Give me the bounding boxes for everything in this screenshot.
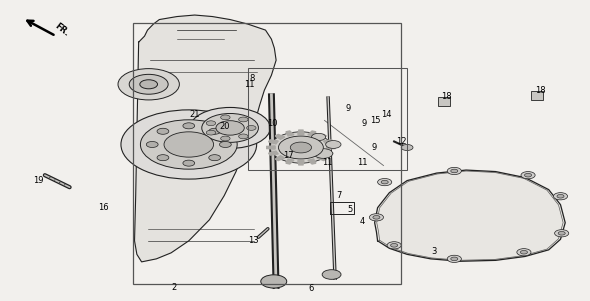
Polygon shape (317, 135, 326, 139)
Text: 7: 7 (336, 191, 342, 200)
Circle shape (202, 113, 258, 142)
Circle shape (451, 257, 458, 261)
Polygon shape (276, 156, 285, 160)
Text: 9: 9 (362, 119, 367, 128)
Bar (531, 91, 543, 100)
Text: 18: 18 (535, 86, 546, 95)
Circle shape (216, 121, 244, 135)
Polygon shape (375, 170, 565, 261)
Circle shape (369, 214, 384, 221)
Text: 9: 9 (372, 143, 376, 152)
Polygon shape (286, 159, 294, 164)
Text: 11: 11 (244, 80, 254, 89)
Text: 18: 18 (441, 92, 451, 101)
Circle shape (557, 194, 564, 198)
Circle shape (290, 142, 312, 153)
Text: 8: 8 (250, 74, 255, 83)
Text: 19: 19 (33, 176, 44, 185)
Circle shape (118, 69, 179, 100)
Text: 9: 9 (346, 104, 350, 113)
Circle shape (555, 230, 569, 237)
Circle shape (247, 126, 256, 130)
Text: 6: 6 (308, 284, 314, 293)
Circle shape (314, 149, 333, 158)
Polygon shape (267, 146, 275, 149)
Polygon shape (317, 156, 326, 160)
Circle shape (447, 255, 461, 262)
Circle shape (278, 136, 323, 159)
Circle shape (209, 128, 221, 134)
Circle shape (401, 144, 413, 150)
Text: 3: 3 (431, 247, 437, 256)
Circle shape (183, 160, 195, 166)
Circle shape (221, 115, 230, 120)
Circle shape (270, 132, 332, 163)
Circle shape (164, 132, 214, 157)
Text: 13: 13 (248, 236, 259, 245)
Circle shape (525, 173, 532, 177)
Circle shape (387, 242, 401, 249)
Circle shape (140, 120, 237, 169)
Polygon shape (323, 140, 333, 144)
Text: 4: 4 (360, 217, 365, 226)
Circle shape (373, 216, 380, 219)
Text: 12: 12 (396, 137, 407, 146)
Circle shape (238, 117, 248, 122)
Polygon shape (268, 140, 278, 144)
Text: 2: 2 (172, 283, 176, 292)
Polygon shape (308, 159, 316, 164)
Circle shape (517, 249, 531, 256)
Circle shape (146, 141, 158, 147)
Text: 21: 21 (189, 110, 200, 119)
Circle shape (219, 141, 231, 147)
Circle shape (378, 178, 392, 186)
Circle shape (391, 244, 398, 247)
Circle shape (190, 107, 270, 148)
Circle shape (206, 130, 216, 135)
Text: 17: 17 (283, 150, 293, 160)
Circle shape (261, 275, 287, 288)
Circle shape (326, 141, 341, 148)
Circle shape (157, 155, 169, 161)
Circle shape (206, 121, 216, 126)
Circle shape (129, 74, 168, 94)
Text: 16: 16 (98, 203, 109, 212)
Circle shape (183, 123, 195, 129)
Circle shape (553, 193, 568, 200)
Circle shape (221, 136, 230, 141)
Text: 14: 14 (381, 110, 391, 119)
Polygon shape (276, 135, 285, 139)
Circle shape (558, 231, 565, 235)
Circle shape (157, 128, 169, 134)
Text: 10: 10 (267, 119, 278, 128)
Polygon shape (308, 131, 316, 136)
Polygon shape (268, 151, 278, 155)
Circle shape (447, 167, 461, 175)
Text: 15: 15 (370, 116, 381, 125)
Circle shape (238, 134, 248, 139)
Circle shape (322, 270, 341, 279)
Circle shape (140, 80, 158, 89)
Polygon shape (323, 151, 333, 155)
Bar (133, 23, 401, 284)
Bar (438, 97, 450, 106)
Text: 11: 11 (322, 158, 332, 167)
Circle shape (451, 169, 458, 173)
Polygon shape (135, 15, 276, 262)
Polygon shape (298, 130, 304, 134)
Text: 5: 5 (348, 205, 353, 214)
Circle shape (521, 172, 535, 179)
Text: FR.: FR. (53, 21, 71, 38)
Text: 20: 20 (219, 122, 230, 131)
Bar (248, 68, 407, 170)
Circle shape (381, 180, 388, 184)
Circle shape (209, 155, 221, 161)
Polygon shape (327, 146, 335, 149)
Polygon shape (298, 161, 304, 165)
Circle shape (121, 110, 257, 179)
Text: 11: 11 (357, 158, 368, 167)
Circle shape (520, 250, 527, 254)
Circle shape (312, 133, 326, 141)
Polygon shape (286, 131, 294, 136)
